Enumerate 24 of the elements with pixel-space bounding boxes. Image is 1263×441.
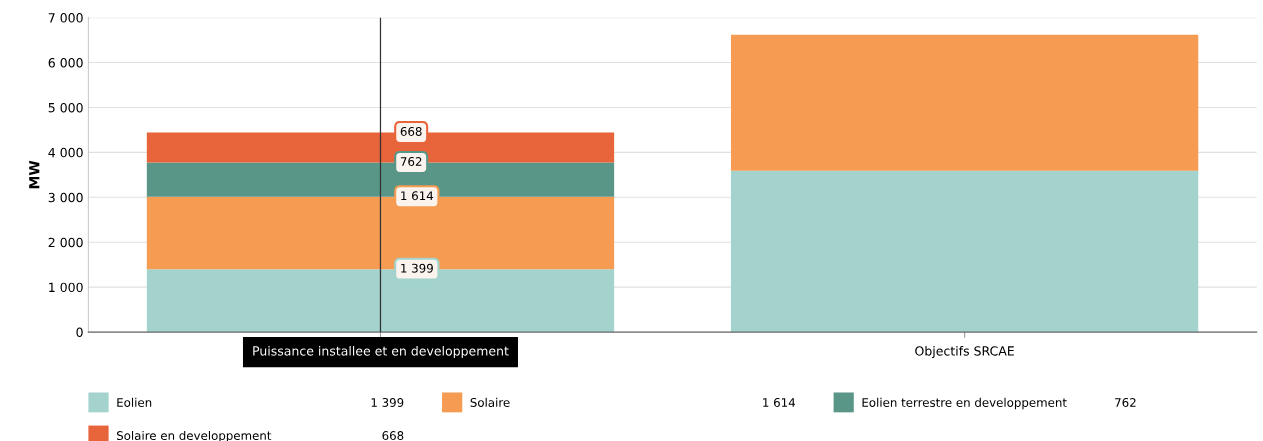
y-tick-label: 3 000 (48, 192, 83, 203)
legend-label: Solaire (470, 397, 510, 407)
y-tick-label: 0 (76, 327, 83, 337)
y-tick-label: 1 000 (49, 282, 83, 293)
text: 762 (1115, 398, 1136, 407)
y-tick-label: 5 000 (48, 102, 83, 113)
text: 1 614 (763, 398, 796, 407)
text: 668 (382, 431, 404, 441)
data-label: 1 614 (401, 191, 434, 201)
y-tick-label: 7 000 (48, 13, 83, 23)
bar (730, 170, 1199, 333)
data-label: 1 399 (401, 263, 433, 273)
y-tick-label: 2 000 (48, 237, 83, 248)
text: 1 399 (371, 398, 404, 407)
x-tick-label: Puissance installee et en developpement (253, 345, 509, 359)
y-tick-label: 6 000 (48, 58, 83, 68)
x-tick-label: Objectifs SRCAE (915, 345, 1014, 359)
y-tick-label: 4 000 (48, 147, 83, 158)
bar (730, 34, 1199, 171)
data-label: 668 (400, 126, 422, 136)
legend-label: Eolien (117, 397, 152, 407)
data-label: 762 (400, 157, 422, 166)
y-axis-title: MW (29, 160, 40, 189)
legend-label: Eolien terrestre en developpement (862, 397, 1067, 410)
